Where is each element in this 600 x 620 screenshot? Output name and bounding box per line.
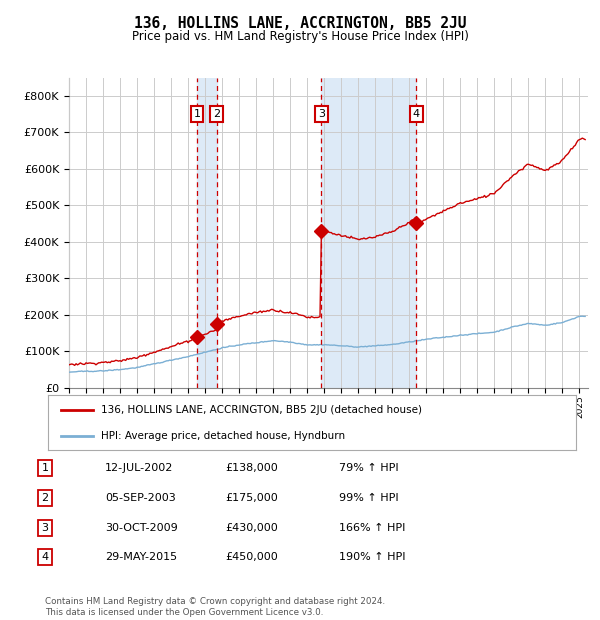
Text: 1: 1 — [41, 463, 49, 473]
Text: 3: 3 — [318, 109, 325, 119]
Text: 2: 2 — [41, 493, 49, 503]
Text: £450,000: £450,000 — [225, 552, 278, 562]
Text: 4: 4 — [413, 109, 420, 119]
Text: 166% ↑ HPI: 166% ↑ HPI — [339, 523, 406, 533]
Text: 190% ↑ HPI: 190% ↑ HPI — [339, 552, 406, 562]
Text: 05-SEP-2003: 05-SEP-2003 — [105, 493, 176, 503]
Text: HPI: Average price, detached house, Hyndburn: HPI: Average price, detached house, Hynd… — [101, 431, 345, 441]
Text: £175,000: £175,000 — [225, 493, 278, 503]
Text: 2: 2 — [213, 109, 220, 119]
Text: 12-JUL-2002: 12-JUL-2002 — [105, 463, 173, 473]
Text: £138,000: £138,000 — [225, 463, 278, 473]
Text: 3: 3 — [41, 523, 49, 533]
Text: £430,000: £430,000 — [225, 523, 278, 533]
Bar — [322, 78, 416, 388]
Bar — [197, 78, 217, 388]
Text: 1: 1 — [194, 109, 200, 119]
Text: 99% ↑ HPI: 99% ↑ HPI — [339, 493, 398, 503]
Text: 4: 4 — [41, 552, 49, 562]
Text: 79% ↑ HPI: 79% ↑ HPI — [339, 463, 398, 473]
Text: 30-OCT-2009: 30-OCT-2009 — [105, 523, 178, 533]
Text: 136, HOLLINS LANE, ACCRINGTON, BB5 2JU (detached house): 136, HOLLINS LANE, ACCRINGTON, BB5 2JU (… — [101, 405, 422, 415]
Text: Contains HM Land Registry data © Crown copyright and database right 2024.
This d: Contains HM Land Registry data © Crown c… — [45, 598, 385, 617]
Text: Price paid vs. HM Land Registry's House Price Index (HPI): Price paid vs. HM Land Registry's House … — [131, 30, 469, 43]
Text: 136, HOLLINS LANE, ACCRINGTON, BB5 2JU: 136, HOLLINS LANE, ACCRINGTON, BB5 2JU — [134, 16, 466, 30]
Text: 29-MAY-2015: 29-MAY-2015 — [105, 552, 177, 562]
